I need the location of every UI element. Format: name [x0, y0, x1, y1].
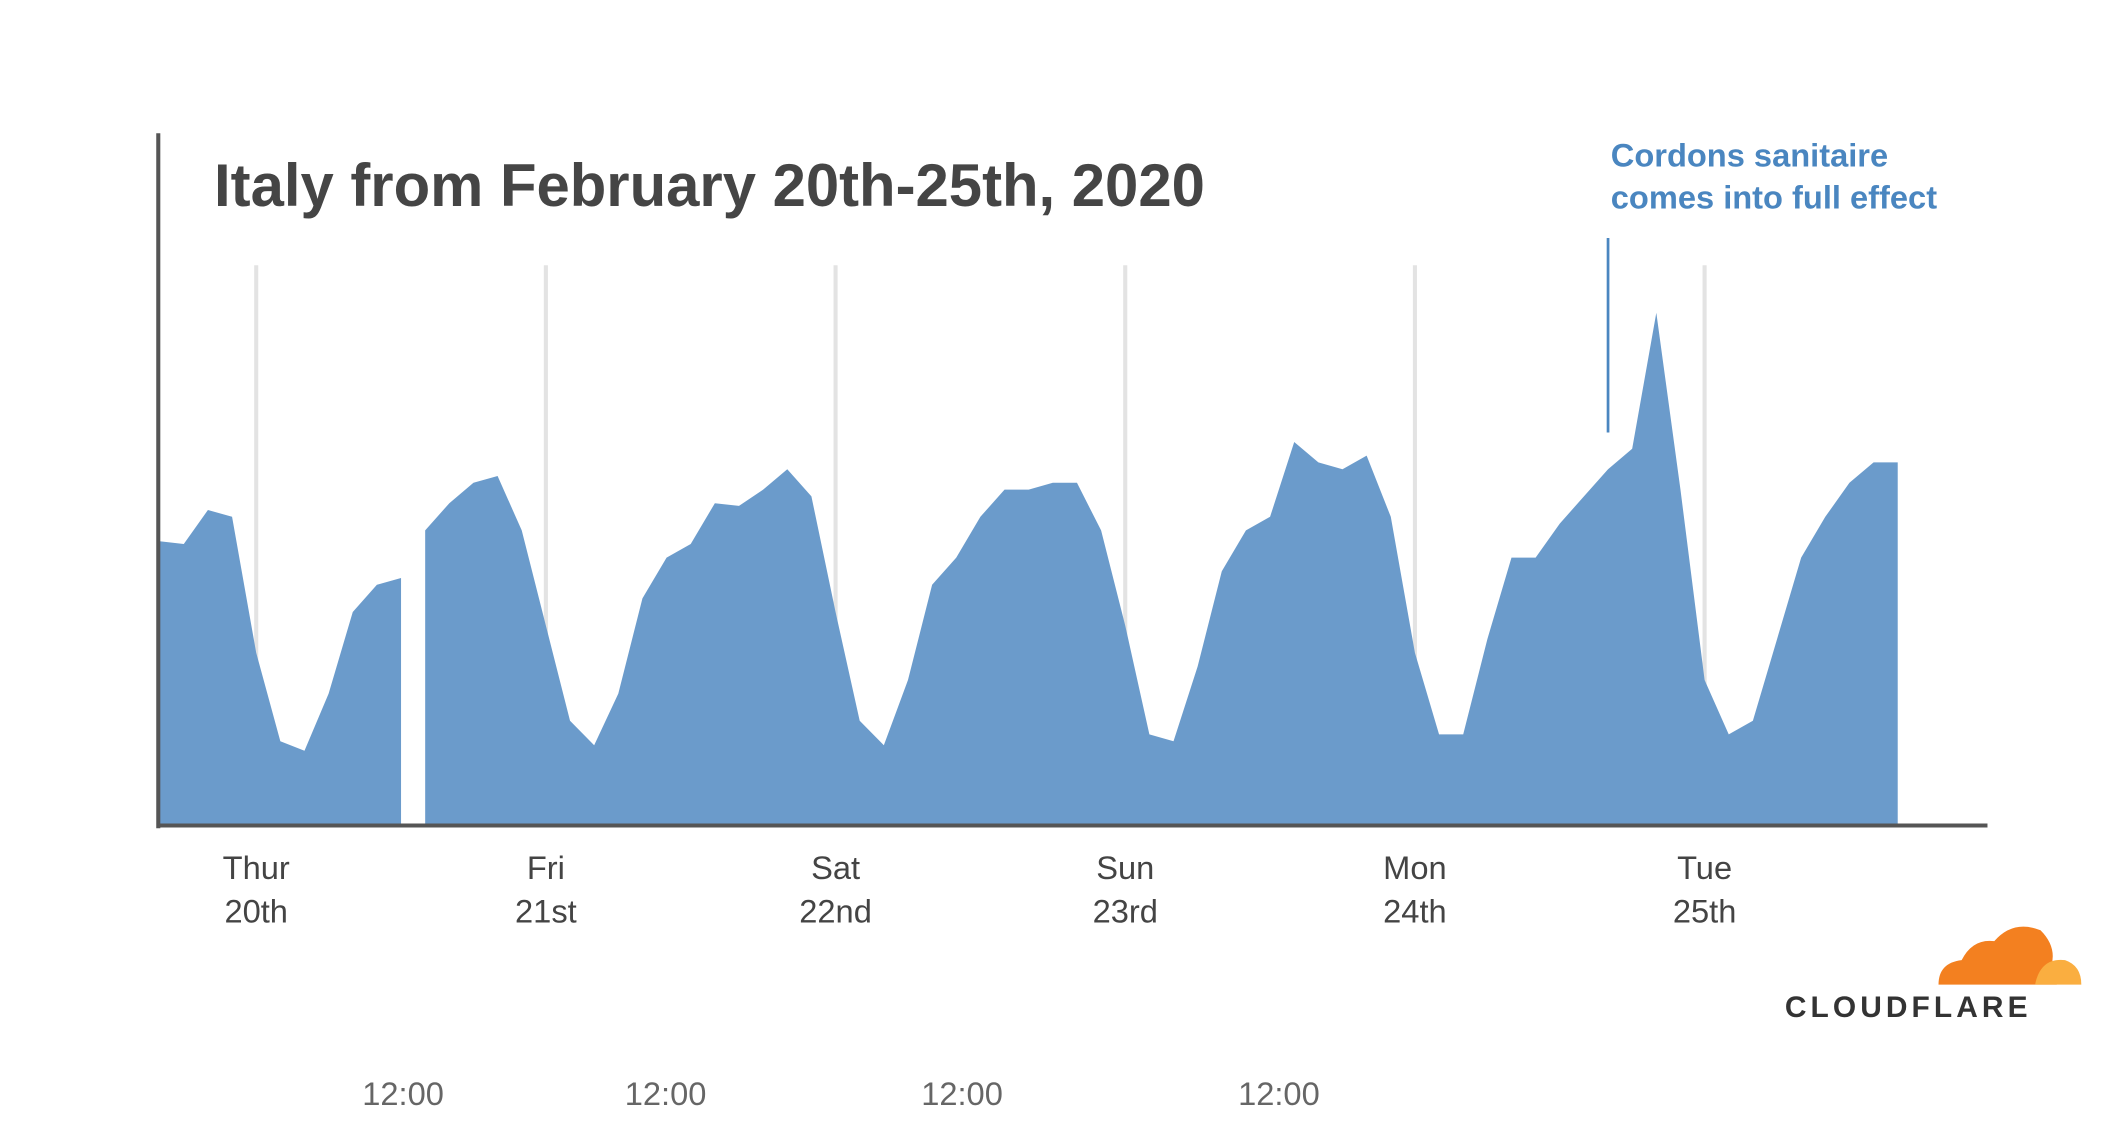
x-tick-label: Mon — [1383, 849, 1446, 886]
footer-label: 12:00 — [362, 1075, 444, 1112]
brand-logo: CLOUDFLARE — [1785, 926, 2082, 1024]
annotation-text: comes into full effect — [1611, 179, 1937, 216]
x-tick-label: Sat — [811, 849, 860, 886]
x-tick-label: Thur — [223, 849, 290, 886]
x-tick-sublabel: 22nd — [799, 893, 872, 930]
x-tick-sublabel: 20th — [224, 893, 288, 930]
brand-name: CLOUDFLARE — [1785, 991, 2032, 1024]
x-tick-label: Fri — [527, 849, 565, 886]
x-tick-label: Tue — [1677, 849, 1732, 886]
x-tick-sublabel: 21st — [515, 893, 577, 930]
area — [159, 312, 1898, 826]
x-tick-sublabel: 24th — [1383, 893, 1447, 930]
footer-label: 12:00 — [921, 1075, 1003, 1112]
x-tick-sublabel: 23rd — [1093, 893, 1158, 930]
x-tick-label: Sun — [1096, 849, 1154, 886]
x-tick-sublabel: 25th — [1673, 893, 1737, 930]
plot-area — [159, 312, 1898, 826]
chart-title: Italy from February 20th-25th, 2020 — [214, 152, 1205, 219]
annotation-text: Cordons sanitaire — [1611, 136, 1888, 173]
footer-label: 12:00 — [1238, 1075, 1320, 1112]
footer-label: 12:00 — [625, 1075, 707, 1112]
